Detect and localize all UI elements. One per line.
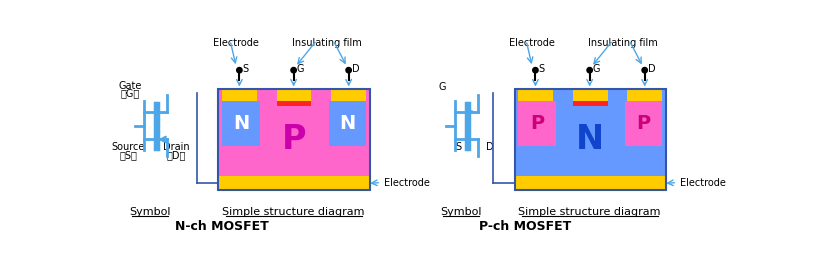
Bar — [515, 176, 666, 190]
Text: N-ch MOSFET: N-ch MOSFET — [175, 220, 269, 233]
Circle shape — [642, 68, 647, 73]
Bar — [276, 101, 311, 106]
Bar — [519, 101, 555, 146]
Text: P: P — [281, 123, 306, 156]
Bar — [222, 101, 260, 146]
Text: Source: Source — [112, 142, 145, 152]
Text: Electrode: Electrode — [212, 38, 258, 48]
Bar — [329, 101, 366, 146]
Text: S: S — [456, 142, 461, 152]
Text: N: N — [576, 123, 603, 156]
Text: Electrode: Electrode — [509, 38, 554, 48]
Bar — [331, 89, 366, 101]
Bar — [515, 89, 666, 190]
Text: P: P — [636, 114, 650, 133]
Bar — [624, 101, 662, 146]
Circle shape — [587, 68, 593, 73]
Text: Simple structure diagram: Simple structure diagram — [519, 207, 661, 217]
Text: Electrode: Electrode — [383, 178, 429, 188]
Text: G: G — [439, 82, 447, 92]
Bar — [222, 89, 257, 101]
Text: Symbol: Symbol — [129, 207, 171, 217]
Bar — [276, 89, 311, 101]
Text: （D）: （D） — [167, 150, 186, 160]
Text: P-ch MOSFET: P-ch MOSFET — [479, 220, 572, 233]
Text: Symbol: Symbol — [440, 207, 481, 217]
Bar — [519, 89, 554, 101]
Text: Insulating film: Insulating film — [292, 38, 362, 48]
Text: S: S — [539, 64, 544, 74]
Text: N: N — [232, 114, 249, 133]
Text: G: G — [593, 64, 600, 74]
Bar — [573, 89, 608, 101]
Text: D: D — [352, 64, 359, 74]
Text: P: P — [530, 114, 544, 133]
Bar — [573, 101, 608, 106]
Text: Gate: Gate — [119, 81, 142, 91]
Bar — [627, 89, 662, 101]
Text: Drain: Drain — [164, 142, 190, 152]
Circle shape — [346, 68, 351, 73]
Circle shape — [290, 68, 296, 73]
Text: D: D — [647, 64, 656, 74]
Bar — [218, 89, 369, 176]
Text: N: N — [339, 114, 355, 133]
Text: Electrode: Electrode — [680, 178, 725, 188]
Text: Insulating film: Insulating film — [588, 38, 658, 48]
Circle shape — [533, 68, 538, 73]
Bar — [218, 176, 369, 190]
Bar — [515, 89, 666, 176]
Text: Simple structure diagram: Simple structure diagram — [222, 207, 365, 217]
Text: D: D — [486, 142, 494, 152]
Circle shape — [237, 68, 242, 73]
Text: （G）: （G） — [120, 88, 139, 98]
Bar — [218, 89, 369, 190]
Text: S: S — [242, 64, 249, 74]
Text: （S）: （S） — [120, 150, 138, 160]
Text: G: G — [297, 64, 305, 74]
